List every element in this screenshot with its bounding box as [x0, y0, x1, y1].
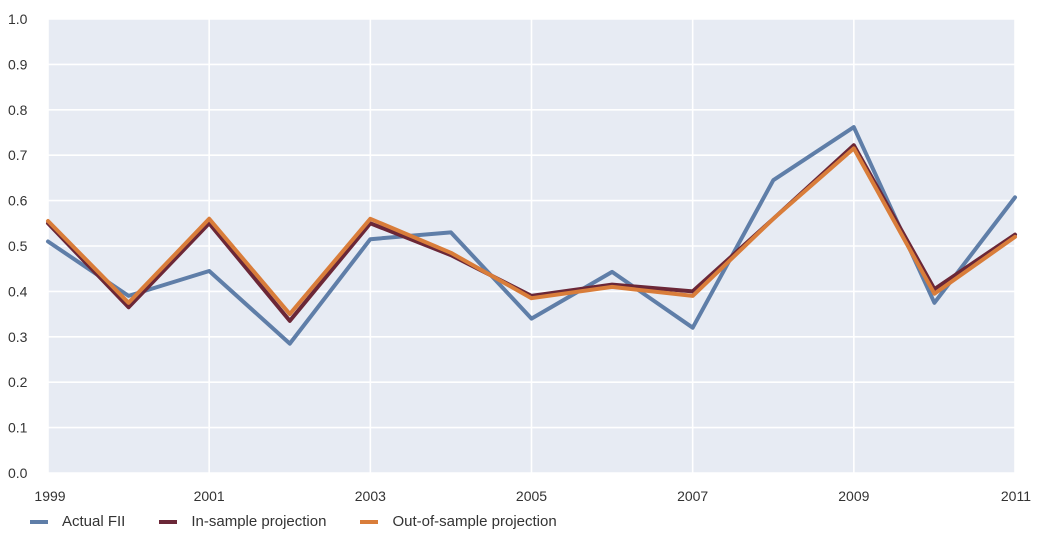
- x-tick-label: 2001: [194, 488, 225, 504]
- legend-label: Actual FII: [62, 513, 126, 530]
- y-tick-label: 0.0: [8, 465, 28, 481]
- y-tick-label: 0.5: [8, 238, 28, 254]
- legend-label: Out-of-sample projection: [392, 513, 557, 530]
- series-lines: [46, 125, 1017, 346]
- series-line-0: [46, 125, 1017, 346]
- legend-item-in-sample: In-sample projection: [159, 513, 326, 530]
- y-tick-label: 0.9: [8, 56, 28, 72]
- x-tick-label: 2007: [677, 488, 708, 504]
- grid-lines: [47, 18, 1016, 474]
- legend-swatch: [30, 519, 48, 524]
- x-tick-label: 2009: [838, 488, 869, 504]
- y-tick-label: 0.4: [8, 283, 28, 299]
- y-tick-label: 0.8: [8, 102, 28, 118]
- legend-swatch: [360, 519, 379, 524]
- legend-item-actual-fii: Actual FII: [30, 513, 125, 530]
- y-tick-label: 0.2: [8, 374, 28, 390]
- legend-label: In-sample projection: [191, 513, 327, 530]
- series-line-1: [46, 143, 1017, 323]
- y-tick-label: 0.7: [8, 147, 28, 163]
- y-tick-label: 0.1: [8, 420, 28, 436]
- x-tick-label: 2005: [516, 488, 547, 504]
- x-tick-label: 2011: [1001, 488, 1031, 504]
- legend-swatch: [159, 519, 178, 524]
- x-tick-label: 2003: [355, 488, 386, 504]
- legend-item-out-of-sample: Out-of-sample projection: [360, 513, 557, 530]
- legend: Actual FII In-sample projection Out-of-s…: [30, 513, 591, 530]
- line-chart: 0.0 0.1 0.2 0.3 0.4 0.5 0.6 0.7 0.8 0.9 1.0 1999 200…: [8, 11, 1031, 504]
- y-tick-label: 0.6: [8, 193, 28, 209]
- series-line-2: [46, 146, 1017, 317]
- y-tick-label: 1.0: [8, 11, 28, 27]
- axis-tick-labels: 0.0 0.1 0.2 0.3 0.4 0.5 0.6 0.7 0.8 0.9 1.0 1999 200…: [8, 11, 1031, 504]
- x-tick-label: 1999: [34, 488, 65, 504]
- y-tick-label: 0.3: [8, 329, 28, 345]
